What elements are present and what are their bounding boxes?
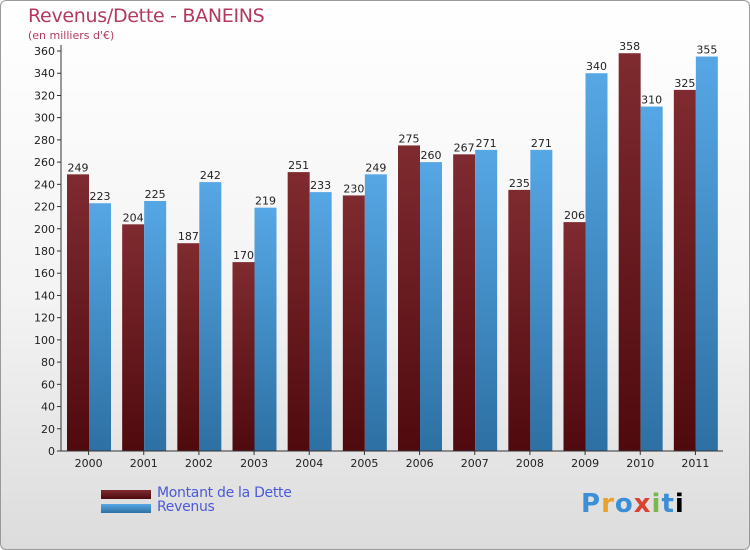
data-label: 271 — [476, 137, 497, 150]
data-label: 275 — [399, 132, 420, 145]
data-label: 233 — [310, 179, 331, 192]
y-tick-label: 100 — [34, 334, 55, 347]
y-tick-label: 140 — [34, 289, 55, 302]
bar-revenus — [475, 149, 498, 451]
bar-dette — [122, 224, 145, 451]
x-tick-label: 2011 — [681, 457, 709, 470]
y-tick-label: 340 — [34, 67, 55, 80]
y-tick-label: 280 — [34, 134, 55, 147]
bar-revenus — [199, 182, 222, 451]
y-tick-label: 60 — [41, 378, 55, 391]
y-tick-label: 240 — [34, 178, 55, 191]
bar-dette — [673, 89, 696, 451]
bar-dette — [563, 222, 586, 451]
bar-dette — [177, 243, 200, 451]
bar-dette — [232, 262, 255, 451]
bar-revenus — [254, 207, 277, 451]
data-label: 267 — [454, 141, 475, 154]
data-label: 223 — [90, 190, 111, 203]
data-label: 219 — [255, 195, 276, 208]
y-tick-label: 40 — [41, 401, 55, 414]
data-label: 271 — [531, 137, 552, 150]
x-tick-label: 2009 — [571, 457, 599, 470]
data-label: 355 — [696, 44, 717, 57]
data-label: 340 — [586, 60, 607, 73]
y-tick-label: 320 — [34, 89, 55, 102]
x-tick-label: 2001 — [130, 457, 158, 470]
y-tick-label: 120 — [34, 312, 55, 325]
legend-swatch-dette — [101, 490, 151, 499]
bar-revenus — [530, 149, 553, 451]
bar-revenus — [420, 162, 442, 451]
x-tick-label: 2005 — [350, 457, 378, 470]
data-label: 206 — [564, 209, 585, 222]
data-label: 249 — [68, 161, 89, 174]
x-tick-label: 2003 — [240, 457, 268, 470]
legend-swatch-revenus — [101, 504, 151, 513]
y-tick-label: 220 — [34, 201, 55, 214]
bar-revenus — [640, 106, 663, 452]
y-tick-label: 160 — [34, 267, 55, 280]
y-tick-label: 20 — [41, 423, 55, 436]
data-label: 325 — [674, 77, 695, 90]
y-tick-label: 180 — [34, 245, 55, 258]
x-tick-label: 2000 — [75, 457, 103, 470]
data-label: 225 — [145, 188, 166, 201]
bar-revenus — [695, 56, 718, 452]
data-label: 170 — [233, 249, 254, 262]
bar-revenus — [144, 201, 167, 451]
bar-revenus — [309, 192, 332, 451]
chart-title: Revenus/Dette - BANEINS — [28, 5, 265, 27]
x-tick-label: 2002 — [185, 457, 213, 470]
x-tick-label: 2008 — [516, 457, 544, 470]
data-label: 249 — [365, 161, 386, 174]
bar-revenus — [585, 73, 608, 451]
data-label: 235 — [509, 177, 530, 190]
data-label: 230 — [343, 182, 364, 195]
legend-label-dette: Montant de la Dette — [157, 485, 292, 501]
bar-dette — [453, 154, 476, 452]
bar-revenus — [364, 174, 387, 452]
legend-label-revenus: Revenus — [157, 499, 215, 515]
y-tick-label: 360 — [34, 45, 55, 58]
bar-dette — [287, 172, 310, 451]
chart-subtitle: (en milliers d'€) — [28, 29, 115, 42]
x-tick-label: 2004 — [295, 457, 323, 470]
y-tick-label: 260 — [34, 156, 55, 169]
bar-dette — [618, 53, 641, 451]
y-tick-label: 300 — [34, 112, 55, 125]
data-label: 251 — [288, 159, 309, 172]
x-tick-label: 2006 — [406, 457, 434, 470]
y-tick-label: 0 — [48, 445, 55, 458]
data-label: 242 — [200, 169, 221, 182]
data-label: 187 — [178, 230, 199, 243]
bar-dette — [342, 195, 365, 451]
data-label: 310 — [641, 94, 662, 107]
x-tick-label: 2010 — [626, 457, 654, 470]
bar-revenus — [89, 203, 111, 451]
bar-dette — [508, 189, 531, 451]
x-tick-label: 2007 — [461, 457, 489, 470]
bar-dette — [67, 174, 89, 452]
proxiti-logo: Proxiti — [581, 489, 685, 519]
y-tick-label: 80 — [41, 356, 55, 369]
y-tick-label: 200 — [34, 223, 55, 236]
data-label: 358 — [619, 40, 640, 53]
data-label: 260 — [421, 149, 442, 162]
bar-dette — [398, 145, 420, 451]
data-label: 204 — [123, 211, 144, 224]
